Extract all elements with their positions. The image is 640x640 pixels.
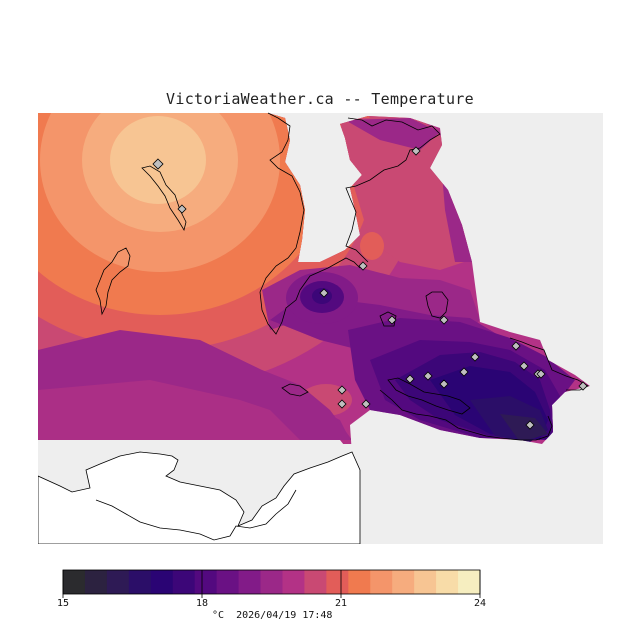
legend-color-step [326,570,349,594]
legend-color-step [106,570,130,594]
station-2[interactable] [411,146,421,156]
station-20[interactable] [536,369,546,379]
islands-coast [387,377,471,415]
legend-caption: °C 2026/04/19 17:48 [212,610,332,621]
station-10[interactable] [459,367,469,377]
legend-color-step [436,570,459,594]
station-5[interactable] [387,315,397,325]
map-title: VictoriaWeather.ca -- Temperature [166,90,474,108]
station-9[interactable] [519,361,529,371]
legend-color-step [414,570,437,594]
legend-color-bar [62,569,481,598]
southern-land [38,451,361,544]
station-21[interactable] [177,204,187,214]
legend-color-step [63,570,86,594]
station-1[interactable] [152,158,164,170]
mainland-coast [259,112,361,335]
station-16[interactable] [337,385,347,395]
station-17[interactable] [337,399,347,409]
station-13[interactable] [405,374,415,384]
saltspring-island [425,291,449,319]
legend-color-step [458,570,481,594]
legend-color-step [216,570,240,594]
station-3[interactable] [358,261,368,271]
station-15[interactable] [578,381,588,391]
legend-color-step [260,570,283,594]
coast-north-east [345,117,441,263]
legend-color-step [348,570,371,594]
legend-tick-15: 15 [56,598,70,609]
station-19[interactable] [525,420,535,430]
southern-coast-inlet [95,489,297,541]
lasqueti-island [95,247,131,316]
legend-timestamp: 2026/04/19 17:48 [236,610,333,621]
station-12[interactable] [423,371,433,381]
legend-tick-18: 18 [195,598,209,609]
legend-color-step [194,570,218,594]
station-7[interactable] [511,341,521,351]
legend-unit: °C [212,610,225,621]
legend-color-step [172,570,196,594]
station-14[interactable] [439,379,449,389]
legend-color-step [304,570,327,594]
legend-color-step [370,570,393,594]
station-6[interactable] [439,315,449,325]
station-4[interactable] [319,288,329,298]
small-island-2 [281,383,309,397]
legend-color-step [150,570,174,594]
legend-color-step [282,570,305,594]
station-8[interactable] [470,352,480,362]
gulf-islands [379,389,553,441]
legend-color-step [84,570,108,594]
station-markers [152,146,588,430]
legend-color-step [238,570,262,594]
legend-tick-24: 24 [473,598,487,609]
legend-tick-21: 21 [334,598,348,609]
legend-color-step [128,570,152,594]
legend-color-step [392,570,415,594]
station-18[interactable] [361,399,371,409]
texada-island [141,165,187,232]
